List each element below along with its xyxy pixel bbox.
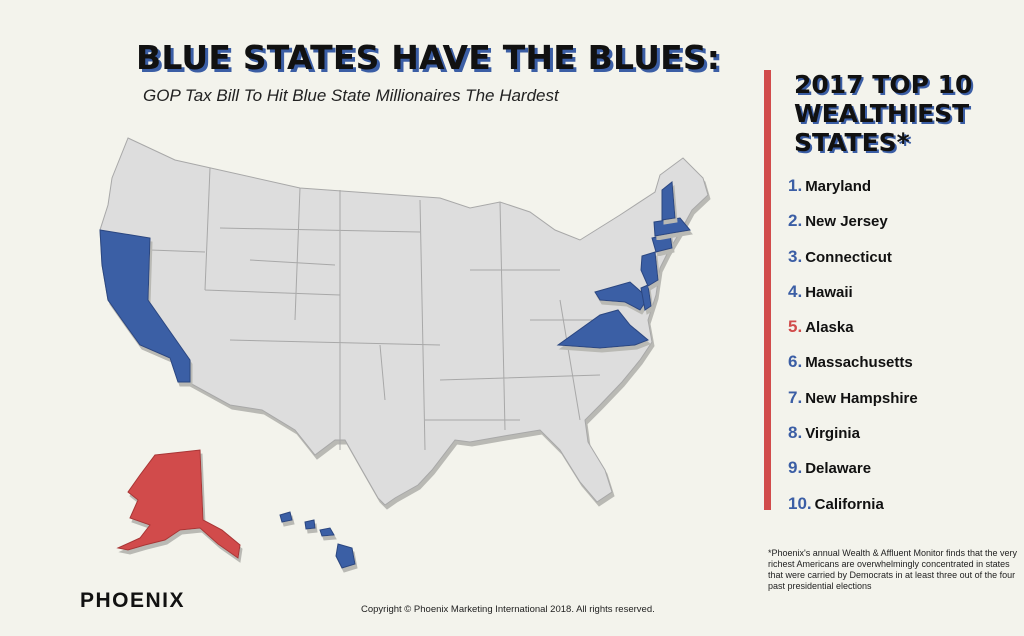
list-item: 10. California [788, 493, 884, 513]
state-new-jersey [640, 251, 659, 287]
list-item: 6. Massachusetts [788, 352, 913, 372]
state-alaska [116, 449, 241, 559]
list-item: 7. New Hampshire [788, 387, 918, 407]
list-item: 8. Virginia [788, 423, 860, 443]
state-new-hampshire [661, 181, 676, 221]
us-map [99, 137, 709, 569]
state-maryland [594, 281, 649, 311]
wealthiest-states-list: 1. Maryland 2. New Jersey 3. Connecticut 4.… [788, 176, 918, 529]
headline: BLUE STATES HAVE THE BLUES: [136, 38, 721, 77]
list-item: 4. Hawaii [788, 281, 853, 301]
subheadline: GOP Tax Bill To Hit Blue State Millionai… [143, 86, 559, 105]
state-borders [149, 167, 601, 451]
state-delaware [640, 284, 652, 311]
phoenix-logo: PHOENIX [80, 589, 186, 612]
red-divider [764, 70, 771, 510]
list-item: 3. Connecticut [788, 246, 892, 266]
state-california [99, 229, 191, 383]
state-virginia [556, 309, 649, 349]
state-massachusetts [653, 217, 691, 237]
state-connecticut [651, 233, 673, 253]
ranking-title: 2017 TOP 10 WEALTHIEST STATES* [794, 70, 973, 157]
footnote: *Phoenix's annual Wealth & Affluent Moni… [768, 548, 1018, 591]
list-item: 9. Delaware [788, 458, 872, 478]
list-item: 2. New Jersey [788, 211, 888, 231]
state-hawaii [279, 511, 356, 569]
list-item: 5. Alaska [788, 317, 854, 337]
list-item: 1. Maryland [788, 176, 872, 195]
contiguous-us [99, 137, 709, 506]
copyright: Copyright © Phoenix Marketing Internatio… [361, 604, 655, 615]
